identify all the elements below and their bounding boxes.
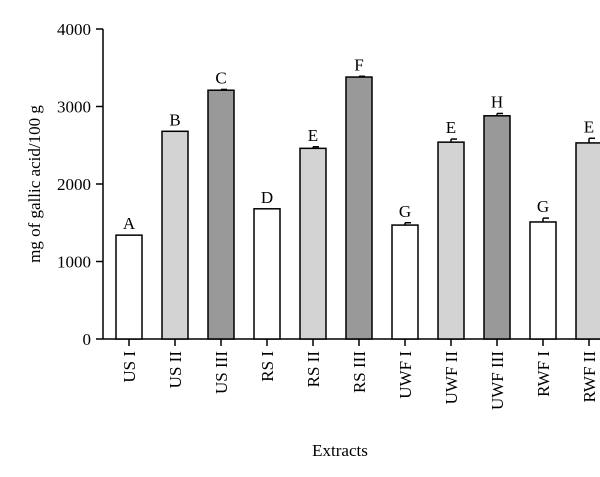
bar — [391, 224, 419, 340]
y-tick-label: 3000 — [57, 98, 91, 117]
x-axis-title: Extracts — [312, 441, 368, 460]
y-axis: 0 1000 2000 3000 4000 — [57, 20, 104, 349]
x-tick-label: RS II — [304, 351, 323, 388]
significance-letter: G — [399, 202, 411, 221]
x-tick-label: UWF I — [396, 351, 415, 399]
significance-letter: E — [584, 117, 594, 136]
significance-letter: G — [537, 197, 549, 216]
y-tick-label: 4000 — [57, 20, 91, 39]
x-tick-label: US I — [120, 351, 139, 383]
bar — [161, 130, 189, 340]
bar — [345, 76, 373, 340]
x-tick-labels: US I US II US III RS I RS II RS III UWF I UWF I… — [120, 351, 599, 410]
bar — [299, 147, 327, 340]
error-bars — [220, 75, 595, 226]
bars — [115, 76, 600, 340]
significance-letter: A — [123, 214, 136, 233]
y-axis-title: mg of gallic acid/100 g — [25, 105, 44, 263]
x-tick-label: RWF II — [580, 351, 599, 403]
x-tick-label: UWF II — [442, 351, 461, 405]
x-tick-label: US II — [166, 351, 185, 389]
y-tick-label: 2000 — [57, 175, 91, 194]
bar — [115, 234, 143, 340]
x-tick-label: US III — [212, 351, 231, 394]
x-tick-label: UWF III — [488, 351, 507, 410]
significance-letter: B — [169, 110, 180, 129]
significance-letter: D — [261, 188, 273, 207]
significance-letter: H — [491, 92, 503, 111]
x-tick-label: RWF I — [534, 351, 553, 397]
bar — [483, 115, 511, 340]
y-tick-label: 0 — [83, 330, 92, 349]
y-tick-label: 1000 — [57, 253, 91, 272]
significance-letters: ABCDEFGEHGEI — [123, 55, 594, 233]
significance-letter: E — [308, 126, 318, 145]
significance-letter: F — [354, 55, 363, 74]
bar — [575, 142, 600, 340]
bar — [207, 89, 235, 340]
bar — [437, 141, 465, 340]
x-axis — [103, 338, 600, 346]
significance-letter: E — [446, 118, 456, 137]
bar — [529, 221, 557, 340]
significance-letter: C — [215, 68, 226, 87]
bar — [253, 208, 281, 340]
x-tick-label: RS III — [350, 351, 369, 393]
x-tick-label: RS I — [258, 351, 277, 382]
